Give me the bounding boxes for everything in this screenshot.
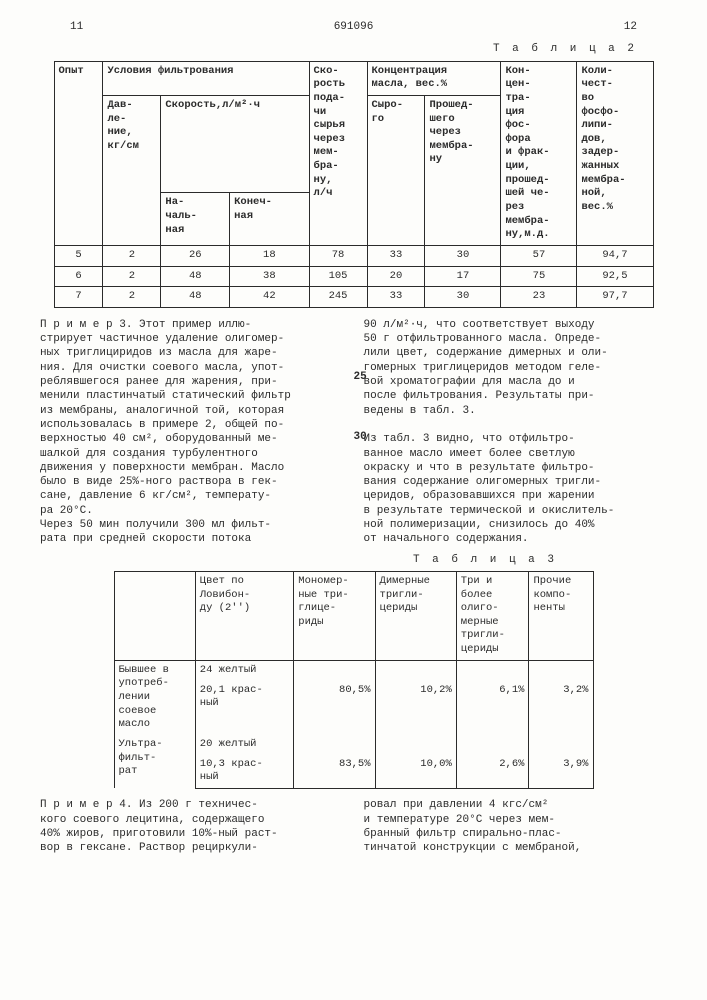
- body-text-1: 25 30 П р и м е р 3. Этот пример иллю- с…: [40, 318, 667, 547]
- cell: 6: [54, 266, 103, 287]
- th-kolich: Коли- чест- во фосфо- липи- дов, задер- …: [577, 61, 653, 245]
- row-name: Ультра- фильт- рат: [114, 735, 195, 788]
- line-num-25: 25: [354, 370, 367, 384]
- cell: 10,3 крас- ный: [195, 755, 294, 789]
- cell: 2: [103, 266, 161, 287]
- cell: [375, 715, 456, 735]
- th-syr: Сыро- го: [367, 95, 425, 245]
- cell: 20 желтый: [195, 735, 294, 755]
- cell: 3,9%: [529, 755, 593, 789]
- th-konech: Конеч- ная: [230, 193, 309, 246]
- cell: 92,5: [577, 266, 653, 287]
- line-num-30: 30: [354, 430, 367, 444]
- cell: 30: [425, 287, 501, 308]
- cell: 10,2%: [375, 681, 456, 715]
- cell: 2: [103, 287, 161, 308]
- row-name: Бывшее в употреб- лении соевое масло: [114, 660, 195, 735]
- cell: 42: [230, 287, 309, 308]
- table-2: Опыт Условия фильтрования Ско- рость под…: [54, 61, 654, 308]
- cell: [294, 660, 375, 681]
- cell: [195, 715, 294, 735]
- cell: [456, 735, 529, 755]
- cell: 17: [425, 266, 501, 287]
- cell: [529, 660, 593, 681]
- th-skor: Скорость,л/м²·ч: [161, 95, 309, 192]
- table-3: Цвет по Ловибон- ду (2'') Мономер- ные т…: [114, 571, 594, 788]
- cell: 80,5%: [294, 681, 375, 715]
- th-opyt: Опыт: [54, 61, 103, 245]
- cell: 105: [309, 266, 367, 287]
- cell: 10,0%: [375, 755, 456, 789]
- cell: 48: [161, 287, 230, 308]
- col-left-2: П р и м е р 4. Из 200 г техничес- кого с…: [40, 798, 344, 855]
- cell: 5: [54, 245, 103, 266]
- table3-label: Т а б л и ц а 3: [30, 553, 557, 567]
- cell: 30: [425, 245, 501, 266]
- cell: [294, 735, 375, 755]
- th-konc: Концентрация масла, вес.%: [367, 61, 501, 95]
- cell: [529, 735, 593, 755]
- cell: 33: [367, 287, 425, 308]
- cell: 20: [367, 266, 425, 287]
- cell: 78: [309, 245, 367, 266]
- cell: [294, 715, 375, 735]
- cell: [529, 715, 593, 735]
- cell: [375, 660, 456, 681]
- page-num-left: 11: [70, 20, 83, 34]
- cell: 7: [54, 287, 103, 308]
- t3-h3: Димерные тригли- цериды: [375, 571, 456, 660]
- cell: [375, 735, 456, 755]
- body-text-2: П р и м е р 4. Из 200 г техничес- кого с…: [40, 798, 667, 855]
- col-right-1: 90 л/м²·ч, что соответствует выходу 50 г…: [364, 318, 668, 547]
- cell: 6,1%: [456, 681, 529, 715]
- doc-number: 691096: [83, 20, 624, 34]
- cell: 48: [161, 266, 230, 287]
- th-prosh: Прошед- шего через мембра- ну: [425, 95, 501, 245]
- cell: 18: [230, 245, 309, 266]
- t3-h1: Цвет по Ловибон- ду (2''): [195, 571, 294, 660]
- cell: 24 желтый: [195, 660, 294, 681]
- col-left-1: П р и м е р 3. Этот пример иллю- стрируе…: [40, 318, 344, 547]
- page-num-right: 12: [624, 20, 637, 34]
- cell: [456, 660, 529, 681]
- cell: 57: [501, 245, 577, 266]
- t3-h5: Прочие компо- ненты: [529, 571, 593, 660]
- cell: [456, 715, 529, 735]
- cell: 20,1 крас- ный: [195, 681, 294, 715]
- th-podachi: Ско- рость пода- чи сырья через мем- бра…: [309, 61, 367, 245]
- col-right-2: ровал при давлении 4 кгс/см² и температу…: [364, 798, 668, 855]
- cell: 3,2%: [529, 681, 593, 715]
- cell: 75: [501, 266, 577, 287]
- cell: 97,7: [577, 287, 653, 308]
- t3-h4: Три и более олиго- мерные тригли- цериды: [456, 571, 529, 660]
- th-nach: На- чаль- ная: [161, 193, 230, 246]
- th-fosfor: Кон- цен- тра- ция фос- фора и фрак- ции…: [501, 61, 577, 245]
- t3-h2: Мономер- ные три- глице- риды: [294, 571, 375, 660]
- cell: 94,7: [577, 245, 653, 266]
- cell: 83,5%: [294, 755, 375, 789]
- th-davl: Дав- ле- ние, кг/см: [103, 95, 161, 245]
- cell: 245: [309, 287, 367, 308]
- cell: 2,6%: [456, 755, 529, 789]
- cell: 33: [367, 245, 425, 266]
- cell: 26: [161, 245, 230, 266]
- cell: 23: [501, 287, 577, 308]
- th-uslov: Условия фильтрования: [103, 61, 309, 95]
- cell: 2: [103, 245, 161, 266]
- page-header: 11 691096 12: [70, 20, 637, 34]
- cell: 38: [230, 266, 309, 287]
- table2-label: Т а б л и ц а 2: [30, 42, 637, 56]
